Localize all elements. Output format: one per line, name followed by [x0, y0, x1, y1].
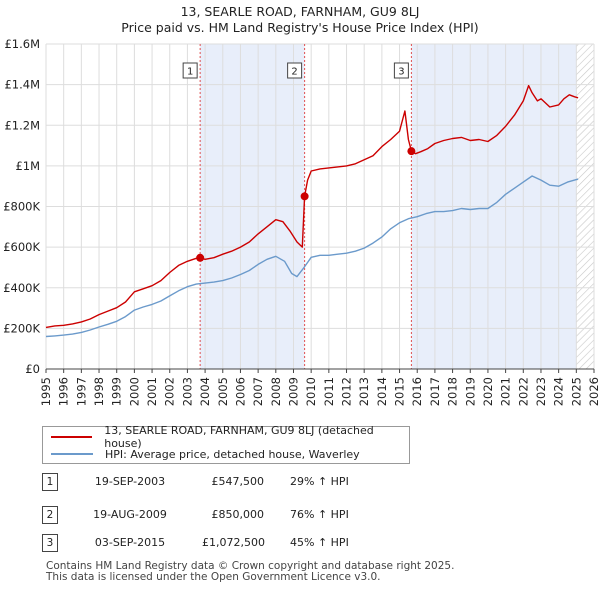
legend-label-hpi: HPI: Average price, detached house, Wave…	[105, 447, 360, 461]
footer-licence: This data is licensed under the Open Gov…	[46, 571, 381, 583]
x-tick-label: 2011	[322, 377, 336, 406]
transaction-hpi-change: 29% ↑ HPI	[290, 475, 349, 488]
transaction-date: 19-AUG-2009	[93, 508, 167, 521]
legend-item-property: 13, SEARLE ROAD, FARNHAM, GU9 8LJ (detac…	[51, 424, 409, 450]
x-tick-label: 1998	[92, 377, 106, 406]
x-tick-label: 2018	[446, 377, 460, 406]
sale-point	[196, 253, 205, 262]
transaction-badge-box	[287, 62, 303, 79]
y-tick-label: £1.4M	[4, 78, 40, 92]
transaction-date: 19-SEP-2003	[94, 475, 166, 488]
x-tick-label: 2000	[127, 377, 141, 406]
x-tick-label: 1999	[110, 377, 124, 406]
price-chart: 1 2 3 £0 £200K £400K £600K £800K £1M £1.2M £1.4M £…	[3, 37, 600, 406]
x-tick-label: 2023	[534, 377, 548, 406]
x-tick-label: 2015	[393, 377, 407, 406]
x-tick-label: 1997	[74, 377, 88, 406]
legend: 13, SEARLE ROAD, FARNHAM, GU9 8LJ (detac…	[42, 424, 410, 464]
transaction-price: £850,000	[211, 508, 265, 521]
x-tick-label: 1995	[39, 377, 53, 406]
y-tick-label: £1.6M	[4, 37, 40, 51]
y-tick-label: £1M	[15, 159, 40, 173]
x-tick-label: 2026	[587, 377, 600, 406]
x-tick-label: 2019	[463, 377, 477, 406]
x-tick-label: 2021	[499, 377, 513, 406]
x-tick-label: 2006	[233, 377, 247, 406]
x-tick-label: 2001	[145, 377, 159, 406]
x-tick-label: 2010	[304, 377, 318, 406]
y-tick-label: £0	[25, 362, 40, 376]
transaction-badge-box	[182, 62, 198, 79]
transaction-number: 1	[42, 473, 58, 491]
transaction-badge-label: 2	[291, 67, 297, 78]
x-tick-label: 2008	[269, 377, 283, 406]
hpi-series-line	[45, 175, 579, 338]
legend-label-property: 13, SEARLE ROAD, FARNHAM, GU9 8LJ (detac…	[104, 424, 374, 450]
transaction-price: £547,500	[211, 475, 265, 488]
x-tick-label: 2002	[163, 377, 177, 406]
legend-swatch-property	[51, 436, 93, 438]
legend-swatch-hpi	[51, 453, 93, 455]
transaction-badge-label: 3	[398, 67, 404, 78]
x-tick-label: 2020	[481, 377, 495, 406]
x-tick-label: 2025	[569, 377, 583, 406]
transaction-row: 3 03-SEP-2015 £1,072,500 45% ↑ HPI	[42, 534, 462, 552]
y-tick-label: £200K	[3, 321, 40, 335]
property-series-line	[45, 84, 579, 329]
footer-copyright: Contains HM Land Registry data © Crown c…	[46, 560, 455, 572]
transaction-price: £1,072,500	[202, 536, 265, 549]
y-tick-label: £400K	[3, 281, 40, 295]
y-tick-label: £1.2M	[4, 118, 40, 132]
transaction-hpi-change: 45% ↑ HPI	[290, 536, 349, 549]
x-tick-label: 1996	[57, 377, 71, 406]
x-tick-label: 2003	[180, 377, 194, 406]
transaction-number: 2	[42, 506, 58, 524]
y-tick-label: £800K	[3, 200, 40, 214]
transaction-badge-box	[393, 62, 409, 79]
transaction-badge-label: 1	[187, 67, 193, 78]
x-tick-label: 2013	[357, 377, 371, 406]
x-tick-label: 2024	[552, 377, 566, 406]
transaction-number: 3	[42, 534, 58, 552]
x-tick-label: 2009	[286, 377, 300, 406]
x-tick-label: 2007	[251, 377, 265, 406]
chart-title-line2: Price paid vs. HM Land Registry's House …	[121, 20, 479, 35]
footer: Contains HM Land Registry data © Crown c…	[46, 561, 454, 583]
x-tick-label: 2022	[516, 377, 530, 406]
x-tick-label: 2004	[198, 377, 212, 406]
chart-title-line1: 13, SEARLE ROAD, FARNHAM, GU9 8LJ	[180, 4, 420, 19]
transaction-row: 1 19-SEP-2003 £547,500 29% ↑ HPI	[42, 473, 462, 491]
legend-item-hpi: HPI: Average price, detached house, Wave…	[51, 446, 360, 462]
sale-point	[407, 147, 416, 156]
sale-point	[300, 192, 309, 201]
x-tick-label: 2017	[428, 377, 442, 406]
y-tick-label: £600K	[3, 240, 40, 254]
transaction-hpi-change: 76% ↑ HPI	[290, 508, 349, 521]
x-tick-label: 2005	[216, 377, 230, 406]
transaction-row: 2 19-AUG-2009 £850,000 76% ↑ HPI	[42, 506, 462, 524]
x-tick-label: 2012	[340, 377, 354, 406]
x-tick-label: 2014	[375, 377, 389, 406]
x-tick-label: 2016	[410, 377, 424, 406]
transaction-date: 03-SEP-2015	[94, 536, 166, 549]
